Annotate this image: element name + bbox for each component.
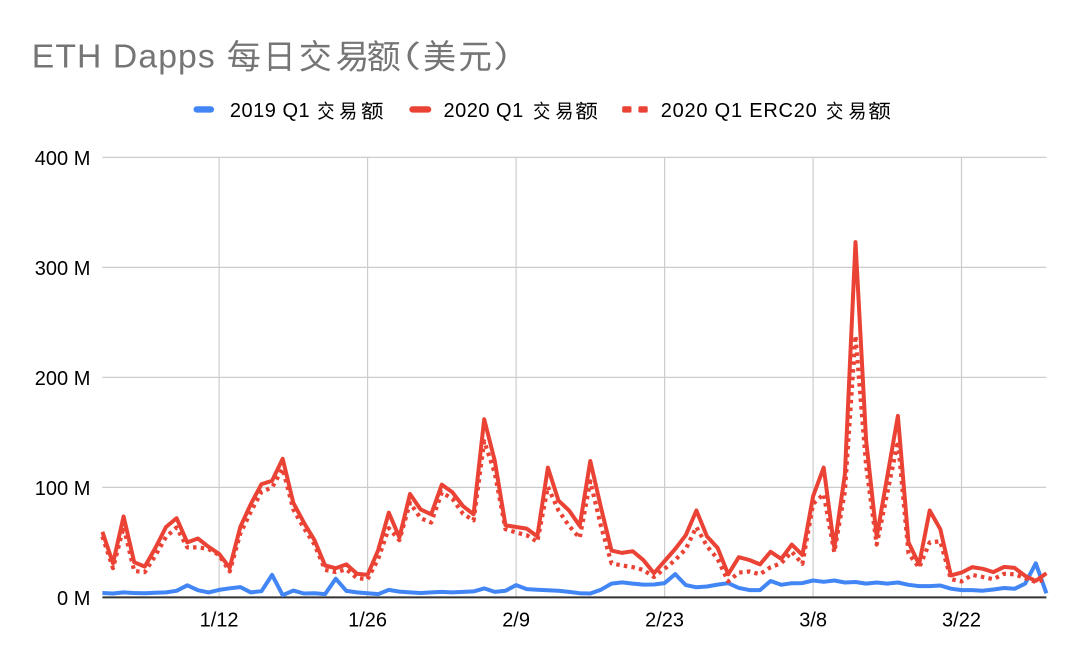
svg-text:300 M: 300 M bbox=[35, 258, 91, 280]
svg-text:ETH Dapps: ETH Dapps bbox=[32, 37, 216, 75]
svg-text:2/9: 2/9 bbox=[502, 610, 530, 632]
svg-text:2019 Q1: 2019 Q1 bbox=[230, 100, 310, 122]
svg-text:400 M: 400 M bbox=[35, 148, 91, 170]
svg-text:0 M: 0 M bbox=[57, 588, 90, 610]
svg-text:2020 Q1 ERC20: 2020 Q1 ERC20 bbox=[661, 100, 818, 122]
svg-text:2/23: 2/23 bbox=[645, 610, 684, 632]
svg-text:3/8: 3/8 bbox=[799, 610, 827, 632]
svg-text:3/22: 3/22 bbox=[942, 610, 981, 632]
svg-text:100 M: 100 M bbox=[35, 478, 91, 500]
svg-text:200 M: 200 M bbox=[35, 368, 91, 390]
svg-text:2020 Q1: 2020 Q1 bbox=[444, 100, 524, 122]
svg-text:1/12: 1/12 bbox=[200, 610, 239, 632]
svg-text:1/26: 1/26 bbox=[348, 610, 387, 632]
